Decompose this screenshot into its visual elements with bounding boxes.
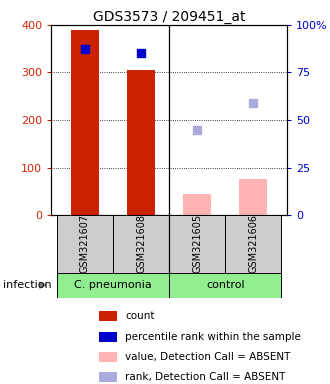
Text: count: count: [125, 311, 155, 321]
Text: control: control: [206, 280, 245, 290]
Bar: [225, 215, 281, 273]
Text: GSM321605: GSM321605: [192, 214, 202, 273]
Text: rank, Detection Call = ABSENT: rank, Detection Call = ABSENT: [125, 372, 286, 382]
Bar: [169, 273, 281, 298]
Text: C. pneumonia: C. pneumonia: [74, 280, 152, 290]
Bar: [183, 194, 211, 215]
Text: value, Detection Call = ABSENT: value, Detection Call = ABSENT: [125, 352, 291, 362]
Text: percentile rank within the sample: percentile rank within the sample: [125, 332, 301, 342]
Text: infection: infection: [3, 280, 52, 290]
Text: GSM321607: GSM321607: [80, 214, 90, 273]
Bar: [57, 273, 169, 298]
Bar: [169, 215, 225, 273]
Title: GDS3573 / 209451_at: GDS3573 / 209451_at: [93, 10, 246, 24]
Text: GSM321606: GSM321606: [248, 214, 258, 273]
Bar: [127, 70, 155, 215]
Bar: [99, 352, 117, 362]
Text: GSM321608: GSM321608: [136, 214, 146, 273]
Bar: [57, 215, 113, 273]
Bar: [113, 215, 169, 273]
Bar: [239, 179, 267, 215]
Bar: [99, 332, 117, 342]
Bar: [71, 30, 99, 215]
Bar: [99, 311, 117, 321]
Bar: [99, 372, 117, 382]
